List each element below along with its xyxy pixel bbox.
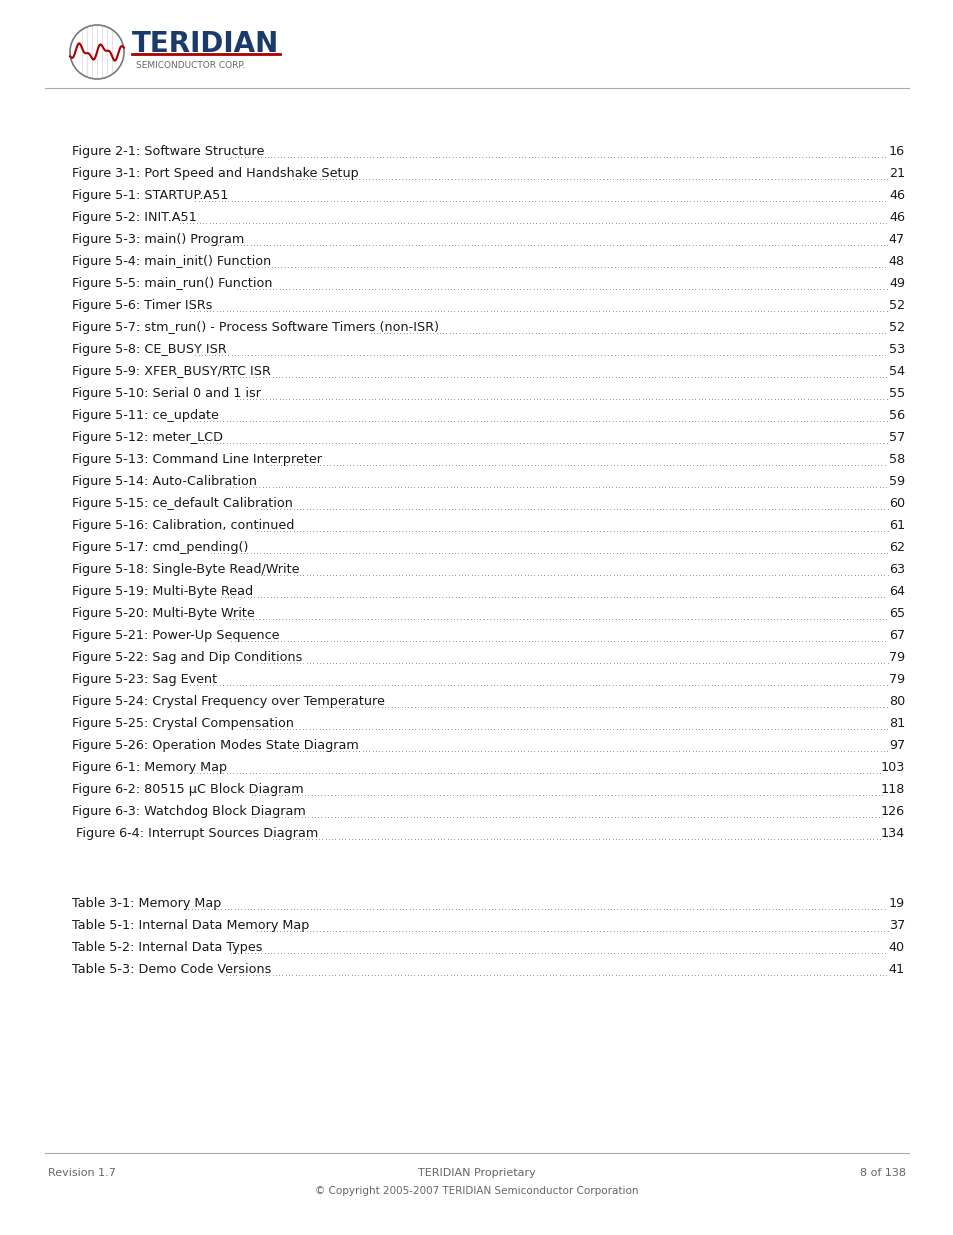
Text: 79: 79 (888, 651, 904, 664)
Text: 67: 67 (888, 629, 904, 642)
Text: 54: 54 (888, 366, 904, 378)
Text: Figure 3-1: Port Speed and Handshake Setup: Figure 3-1: Port Speed and Handshake Set… (71, 167, 358, 180)
Text: Figure 5-26: Operation Modes State Diagram: Figure 5-26: Operation Modes State Diagr… (71, 739, 358, 752)
Text: 41: 41 (888, 963, 904, 977)
Text: Figure 5-14: Auto-Calibration: Figure 5-14: Auto-Calibration (71, 475, 256, 488)
Text: Figure 6-4: Interrupt Sources Diagram: Figure 6-4: Interrupt Sources Diagram (71, 827, 318, 840)
Text: Revision 1.7: Revision 1.7 (48, 1168, 115, 1178)
Text: 56: 56 (888, 409, 904, 422)
Text: 46: 46 (888, 189, 904, 203)
Text: 62: 62 (888, 541, 904, 555)
Text: Figure 6-1: Memory Map: Figure 6-1: Memory Map (71, 761, 227, 774)
Text: 49: 49 (888, 277, 904, 290)
Text: 21: 21 (888, 167, 904, 180)
Text: Figure 5-8: CE_BUSY ISR: Figure 5-8: CE_BUSY ISR (71, 343, 227, 356)
Text: Figure 5-10: Serial 0 and 1 isr: Figure 5-10: Serial 0 and 1 isr (71, 387, 261, 400)
Text: 16: 16 (888, 144, 904, 158)
Text: Figure 5-1: STARTUP.A51: Figure 5-1: STARTUP.A51 (71, 189, 228, 203)
Text: 46: 46 (888, 211, 904, 224)
Text: 61: 61 (888, 519, 904, 532)
Text: 8 of 138: 8 of 138 (859, 1168, 905, 1178)
Text: 118: 118 (880, 783, 904, 797)
Text: Table 5-3: Demo Code Versions: Table 5-3: Demo Code Versions (71, 963, 271, 977)
Text: Figure 5-15: ce_default Calibration: Figure 5-15: ce_default Calibration (71, 496, 293, 510)
Text: Figure 5-22: Sag and Dip Conditions: Figure 5-22: Sag and Dip Conditions (71, 651, 302, 664)
Text: 40: 40 (888, 941, 904, 955)
Text: 59: 59 (888, 475, 904, 488)
Text: 63: 63 (888, 563, 904, 576)
Text: 47: 47 (888, 233, 904, 246)
Text: Figure 5-11: ce_update: Figure 5-11: ce_update (71, 409, 218, 422)
Text: 53: 53 (888, 343, 904, 356)
Text: Figure 5-4: main_init() Function: Figure 5-4: main_init() Function (71, 254, 271, 268)
Text: Figure 5-7: stm_run() - Process Software Timers (non-ISR): Figure 5-7: stm_run() - Process Software… (71, 321, 438, 333)
Text: TERIDIAN Proprietary: TERIDIAN Proprietary (417, 1168, 536, 1178)
Text: 57: 57 (888, 431, 904, 445)
Text: SEMICONDUCTOR CORP.: SEMICONDUCTOR CORP. (136, 62, 245, 70)
Text: Table 5-1: Internal Data Memory Map: Table 5-1: Internal Data Memory Map (71, 919, 309, 932)
Text: Figure 5-9: XFER_BUSY/RTC ISR: Figure 5-9: XFER_BUSY/RTC ISR (71, 366, 271, 378)
Text: 97: 97 (888, 739, 904, 752)
Text: Figure 5-5: main_run() Function: Figure 5-5: main_run() Function (71, 277, 273, 290)
Text: Table 3-1: Memory Map: Table 3-1: Memory Map (71, 898, 221, 910)
Text: Figure 5-12: meter_LCD: Figure 5-12: meter_LCD (71, 431, 223, 445)
Text: Figure 5-21: Power-Up Sequence: Figure 5-21: Power-Up Sequence (71, 629, 279, 642)
Text: Figure 6-2: 80515 μC Block Diagram: Figure 6-2: 80515 μC Block Diagram (71, 783, 303, 797)
Text: 126: 126 (880, 805, 904, 818)
Text: 79: 79 (888, 673, 904, 685)
Text: Figure 5-2: INIT.A51: Figure 5-2: INIT.A51 (71, 211, 196, 224)
Text: Figure 5-19: Multi-Byte Read: Figure 5-19: Multi-Byte Read (71, 585, 253, 598)
Text: 52: 52 (888, 321, 904, 333)
Text: 48: 48 (888, 254, 904, 268)
Text: 134: 134 (880, 827, 904, 840)
Text: Table 5-2: Internal Data Types: Table 5-2: Internal Data Types (71, 941, 262, 955)
Text: 65: 65 (888, 606, 904, 620)
Text: Figure 6-3: Watchdog Block Diagram: Figure 6-3: Watchdog Block Diagram (71, 805, 305, 818)
Text: Figure 5-20: Multi-Byte Write: Figure 5-20: Multi-Byte Write (71, 606, 254, 620)
Text: © Copyright 2005-2007 TERIDIAN Semiconductor Corporation: © Copyright 2005-2007 TERIDIAN Semicondu… (314, 1186, 639, 1195)
Text: Figure 5-18: Single-Byte Read/Write: Figure 5-18: Single-Byte Read/Write (71, 563, 299, 576)
Text: 19: 19 (888, 898, 904, 910)
Text: 52: 52 (888, 299, 904, 312)
Text: 81: 81 (888, 718, 904, 730)
Text: 80: 80 (888, 695, 904, 708)
Text: 64: 64 (888, 585, 904, 598)
Text: Figure 5-24: Crystal Frequency over Temperature: Figure 5-24: Crystal Frequency over Temp… (71, 695, 384, 708)
Text: 37: 37 (888, 919, 904, 932)
Text: Figure 5-16: Calibration, continued: Figure 5-16: Calibration, continued (71, 519, 294, 532)
Text: 103: 103 (880, 761, 904, 774)
Text: Figure 5-3: main() Program: Figure 5-3: main() Program (71, 233, 244, 246)
Text: Figure 2-1: Software Structure: Figure 2-1: Software Structure (71, 144, 264, 158)
Text: Figure 5-17: cmd_pending(): Figure 5-17: cmd_pending() (71, 541, 248, 555)
Text: 58: 58 (888, 453, 904, 466)
Text: Figure 5-13: Command Line Interpreter: Figure 5-13: Command Line Interpreter (71, 453, 322, 466)
Text: TERIDIAN: TERIDIAN (132, 30, 279, 58)
Text: Figure 5-25: Crystal Compensation: Figure 5-25: Crystal Compensation (71, 718, 294, 730)
Text: Figure 5-6: Timer ISRs: Figure 5-6: Timer ISRs (71, 299, 213, 312)
Text: 60: 60 (888, 496, 904, 510)
Text: 55: 55 (888, 387, 904, 400)
Text: Figure 5-23: Sag Event: Figure 5-23: Sag Event (71, 673, 217, 685)
